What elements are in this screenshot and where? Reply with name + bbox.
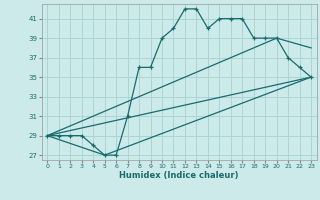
X-axis label: Humidex (Indice chaleur): Humidex (Indice chaleur) bbox=[119, 171, 239, 180]
